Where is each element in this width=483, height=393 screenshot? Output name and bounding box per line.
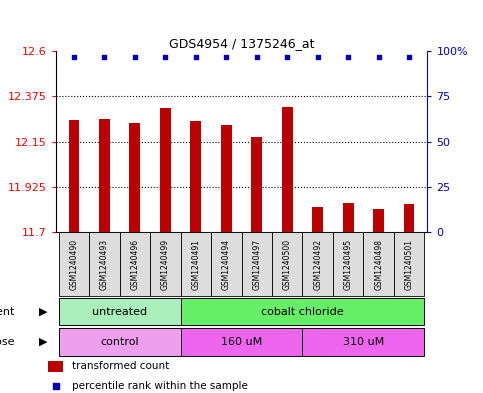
Point: [284, 53, 291, 60]
Text: percentile rank within the sample: percentile rank within the sample: [72, 381, 248, 391]
Bar: [58, 232, 89, 296]
Point: [161, 53, 169, 60]
Text: GSM1240494: GSM1240494: [222, 239, 231, 290]
Bar: [252, 137, 262, 232]
Bar: [150, 232, 181, 296]
Bar: [181, 298, 425, 325]
Point: [222, 53, 230, 60]
Point: [70, 53, 78, 60]
Title: GDS4954 / 1375246_at: GDS4954 / 1375246_at: [169, 37, 314, 50]
Text: cobalt chloride: cobalt chloride: [261, 307, 344, 317]
Point: [405, 53, 413, 60]
Text: GSM1240498: GSM1240498: [374, 239, 383, 290]
Text: 160 uM: 160 uM: [221, 337, 262, 347]
Point: [314, 53, 322, 60]
Text: GSM1240500: GSM1240500: [283, 239, 292, 290]
Bar: [58, 298, 181, 325]
Bar: [272, 232, 302, 296]
Bar: [211, 232, 242, 296]
Bar: [48, 361, 63, 371]
Text: GSM1240493: GSM1240493: [100, 239, 109, 290]
Bar: [313, 207, 323, 232]
Point: [344, 53, 352, 60]
Bar: [99, 119, 110, 232]
Bar: [129, 123, 140, 232]
Text: transformed count: transformed count: [72, 361, 170, 371]
Bar: [69, 119, 79, 232]
Bar: [242, 232, 272, 296]
Text: 310 uM: 310 uM: [343, 337, 384, 347]
Bar: [373, 209, 384, 232]
Text: GSM1240496: GSM1240496: [130, 239, 139, 290]
Bar: [394, 232, 425, 296]
Bar: [363, 232, 394, 296]
Bar: [302, 329, 425, 356]
Bar: [120, 232, 150, 296]
Text: GSM1240491: GSM1240491: [191, 239, 200, 290]
Bar: [190, 121, 201, 232]
Point: [192, 53, 199, 60]
Text: dose: dose: [0, 337, 14, 347]
Bar: [333, 232, 363, 296]
Bar: [343, 203, 354, 232]
Point: [131, 53, 139, 60]
Text: GSM1240501: GSM1240501: [405, 239, 413, 290]
Text: GSM1240495: GSM1240495: [344, 239, 353, 290]
Bar: [282, 107, 293, 232]
Point: [253, 53, 261, 60]
Text: GSM1240492: GSM1240492: [313, 239, 322, 290]
Bar: [404, 204, 414, 232]
Point: [100, 53, 108, 60]
Point: [375, 53, 383, 60]
Text: GSM1240497: GSM1240497: [252, 239, 261, 290]
Bar: [160, 108, 170, 232]
Text: GSM1240490: GSM1240490: [70, 239, 78, 290]
Bar: [221, 125, 231, 232]
Text: control: control: [100, 337, 139, 347]
Bar: [89, 232, 120, 296]
Text: ▶: ▶: [39, 337, 48, 347]
Bar: [181, 329, 302, 356]
Bar: [302, 232, 333, 296]
Text: untreated: untreated: [92, 307, 147, 317]
Text: ▶: ▶: [39, 307, 48, 317]
Text: agent: agent: [0, 307, 14, 317]
Bar: [181, 232, 211, 296]
Bar: [58, 329, 181, 356]
Text: GSM1240499: GSM1240499: [161, 239, 170, 290]
